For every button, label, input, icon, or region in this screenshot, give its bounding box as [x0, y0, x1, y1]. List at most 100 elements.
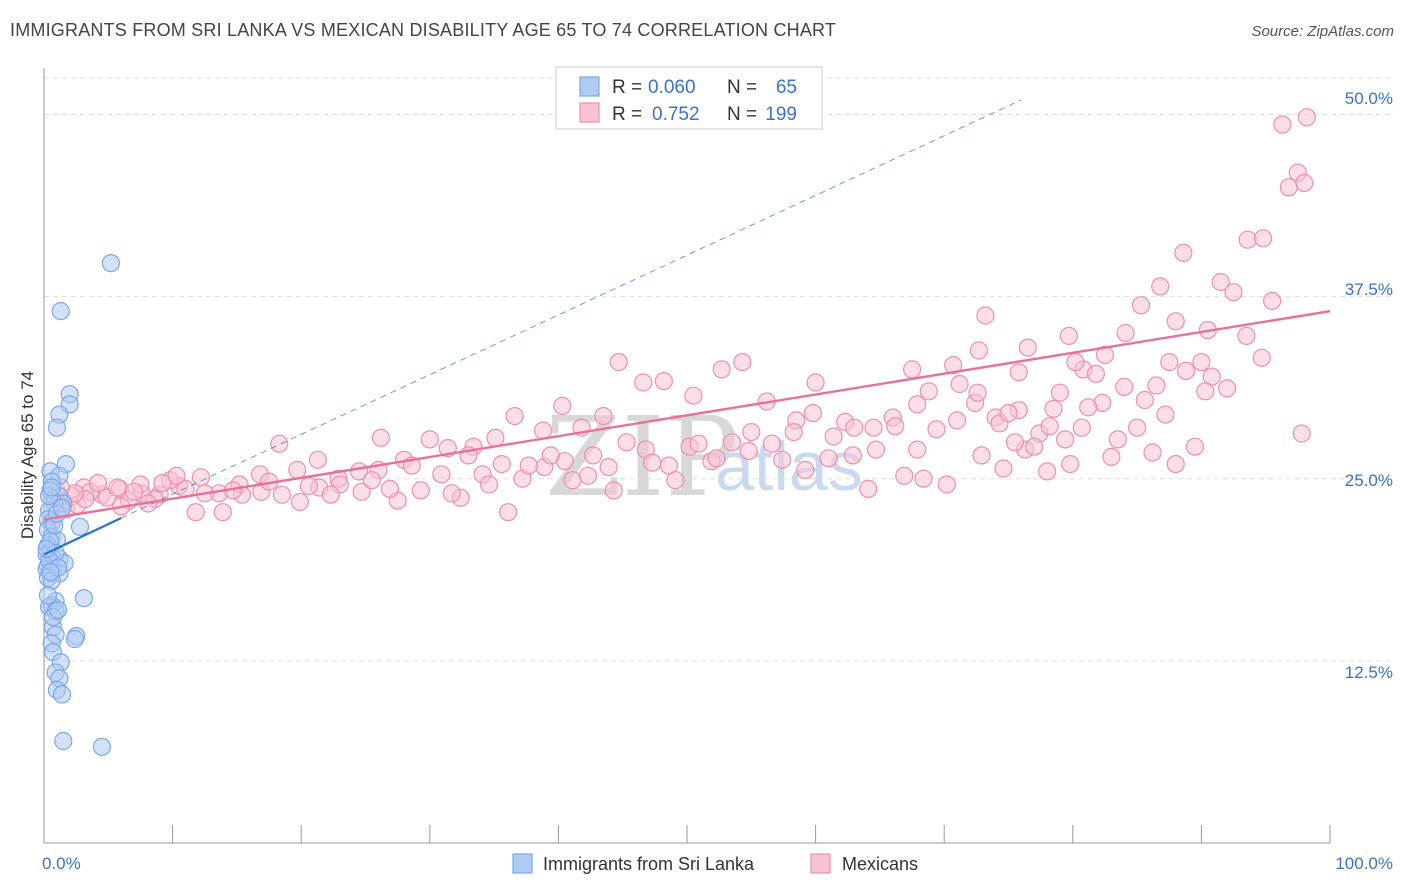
sri-lanka-point	[52, 685, 72, 704]
mexicans-point	[1262, 291, 1282, 310]
sri-lanka-trend-line	[43, 517, 122, 556]
stats-legend: R = 0.060 N = 65 R = 0.752 N = 199	[555, 66, 823, 130]
mexicans-point	[541, 446, 560, 465]
sri-lanka-point	[74, 589, 94, 608]
y-axis-label: Disability Age 65 to 74	[18, 371, 37, 539]
mexicans-point	[914, 469, 933, 488]
mexicans-point	[1166, 455, 1185, 474]
mexicans-point	[712, 360, 731, 379]
mexicans-point	[866, 440, 886, 459]
mexicans-point	[1066, 353, 1085, 372]
sri-lanka-trend-extrapolated	[120, 99, 1022, 519]
mexicans-point	[947, 411, 967, 430]
mexicans-point	[362, 471, 381, 490]
mexicans-point	[895, 466, 914, 485]
legend-r-value: 0.752	[652, 104, 700, 125]
chart-title: IMMIGRANTS FROM SRI LANKA VS MEXICAN DIS…	[10, 20, 837, 40]
sri-lanka-point	[38, 586, 58, 605]
mexicans-point	[1050, 383, 1070, 402]
mexicans-point	[707, 449, 726, 468]
legend-swatch-pink	[579, 102, 600, 123]
mexicans-point	[213, 503, 232, 522]
mexicans-point	[999, 404, 1018, 423]
legend-r-label: R =	[612, 104, 642, 125]
mexicans-point	[1211, 272, 1230, 292]
mexicans-point	[976, 306, 995, 325]
sri-lanka-point	[51, 302, 70, 321]
mexicans-point	[519, 456, 538, 475]
mexicans-point	[1086, 364, 1106, 383]
mexicans-point	[1156, 405, 1175, 424]
mexicans-point	[919, 382, 938, 401]
mexicans-point	[654, 372, 674, 391]
mexicans-point	[1166, 312, 1185, 331]
mexicans-point	[666, 471, 685, 490]
mexicans-point	[937, 475, 956, 494]
mexicans-point	[1005, 433, 1025, 452]
sri-lanka-point	[52, 498, 72, 517]
mexicans-point	[499, 503, 518, 522]
mexicans-point	[927, 420, 946, 439]
mexicans-point	[1018, 338, 1037, 357]
mexicans-point	[843, 446, 863, 465]
mexicans-point	[762, 434, 782, 453]
mexicans-point	[88, 474, 108, 493]
mexicans-point	[1102, 447, 1121, 466]
mexicans-point	[1061, 455, 1080, 474]
mexicans-point	[689, 434, 708, 453]
mexicans-point	[609, 353, 628, 372]
mexicans-point	[845, 418, 864, 437]
y-tick-label: 50.0%	[1345, 89, 1393, 108]
mexicans-point	[290, 492, 309, 512]
mexicans-point	[969, 341, 989, 360]
sri-lanka-point	[101, 254, 121, 273]
mexicans-point	[505, 407, 524, 426]
mexicans-point	[968, 383, 987, 402]
legend-r-value: 0.060	[648, 77, 696, 98]
mexicans-point	[1224, 283, 1243, 302]
mexicans-point	[1253, 229, 1273, 248]
mexicans-point	[1297, 108, 1317, 127]
sri-lanka-point	[48, 600, 68, 620]
trend-lines	[43, 99, 1331, 556]
mexicans-point	[1273, 115, 1292, 134]
mexicans-point	[578, 466, 598, 485]
mexicans-point	[1079, 398, 1098, 417]
mexicans-point	[411, 481, 430, 500]
legend-n-label: N =	[727, 77, 757, 98]
y-tick-label: 25.0%	[1345, 471, 1393, 490]
mexicans-point	[1176, 361, 1196, 380]
mexicans-point	[1160, 353, 1179, 372]
mexicans-point	[583, 446, 603, 465]
mexicans-point	[1147, 376, 1166, 395]
mexicans-point	[1292, 424, 1311, 443]
mexicans-point	[594, 407, 613, 426]
mexicans-point	[1196, 382, 1215, 401]
mexicans-point	[486, 428, 505, 447]
legend-n-value: 199	[765, 104, 797, 125]
mexicans-point	[643, 453, 662, 472]
bottom-legend-swatch-pink	[810, 853, 831, 874]
mexicans-point	[824, 427, 843, 446]
mexicans-point	[684, 386, 703, 405]
mexicans-point	[299, 476, 318, 496]
mexicans-point	[908, 395, 927, 414]
mexicans-point	[1217, 379, 1237, 398]
mexicans-point	[380, 479, 399, 498]
mexicans-point	[1252, 348, 1271, 367]
legend-swatch-blue	[579, 76, 600, 97]
mexicans-point	[308, 450, 327, 469]
sri-lanka-point	[65, 629, 85, 649]
mexicans-point	[599, 458, 618, 477]
mexicans-point	[739, 441, 758, 461]
mexicans-point	[479, 475, 499, 494]
mexicans-point	[1192, 353, 1211, 372]
mexicans-point	[1025, 437, 1044, 456]
mexicans-point	[553, 396, 572, 415]
mexicans-point	[950, 374, 969, 394]
mexicans-point	[432, 465, 451, 484]
series-legend: Immigrants from Sri Lanka Mexicans	[512, 853, 918, 874]
mexicans-point	[784, 423, 803, 442]
legend-n-label: N =	[727, 104, 757, 125]
